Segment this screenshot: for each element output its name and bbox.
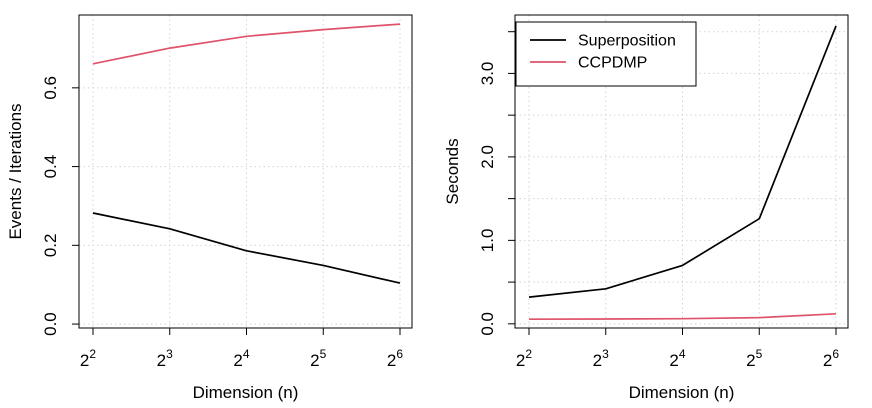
y-axis-label: Seconds (443, 138, 462, 204)
x-tick-label: 25 (310, 347, 326, 370)
y-tick-label: 0.0 (478, 312, 497, 336)
legend-box (515, 21, 697, 87)
x-tick-label: 26 (387, 347, 403, 370)
x-tick-label: 24 (233, 347, 249, 370)
y-axis-label: Events / Iterations (6, 103, 25, 239)
y-tick-label: 2.0 (478, 145, 497, 169)
x-axis-label: Dimension (n) (629, 383, 735, 402)
x-axis-label: Dimension (n) (193, 383, 299, 402)
x-tick-label: 22 (516, 347, 532, 370)
series-line-superposition (528, 25, 837, 298)
y-tick-label: 0.0 (41, 312, 60, 336)
x-tick-label: 24 (669, 347, 685, 370)
plot-frame (514, 14, 849, 329)
y-tick-label: 0.2 (41, 234, 60, 258)
x-tick-label: 23 (157, 347, 173, 370)
x-tick-label: 22 (80, 347, 96, 370)
x-tick-label: 23 (593, 347, 609, 370)
x-tick-label: 26 (823, 347, 839, 370)
events-per-iteration-panel: 0.0 0.2 0.4 0.6 22 23 24 25 26 Dimension (n) Event… (6, 14, 413, 402)
y-tick-label: 0.4 (41, 155, 60, 179)
x-tick-label: 25 (746, 347, 762, 370)
legend-label: CCPDMP (578, 55, 647, 72)
series-line-ccpdmp (92, 23, 401, 65)
legend-label: Superposition (578, 33, 676, 50)
plot-frame (78, 14, 413, 329)
series-line-superposition (92, 212, 401, 284)
y-tick-label: 1.0 (478, 229, 497, 253)
y-tick-label: 3.0 (478, 62, 497, 86)
y-tick-label: 0.6 (41, 76, 60, 100)
seconds-panel: 0.0 1.0 2.0 3.0 22 23 24 25 26 Dimension (n) Secon… (443, 14, 849, 402)
series-line-ccpdmp (528, 312, 837, 321)
